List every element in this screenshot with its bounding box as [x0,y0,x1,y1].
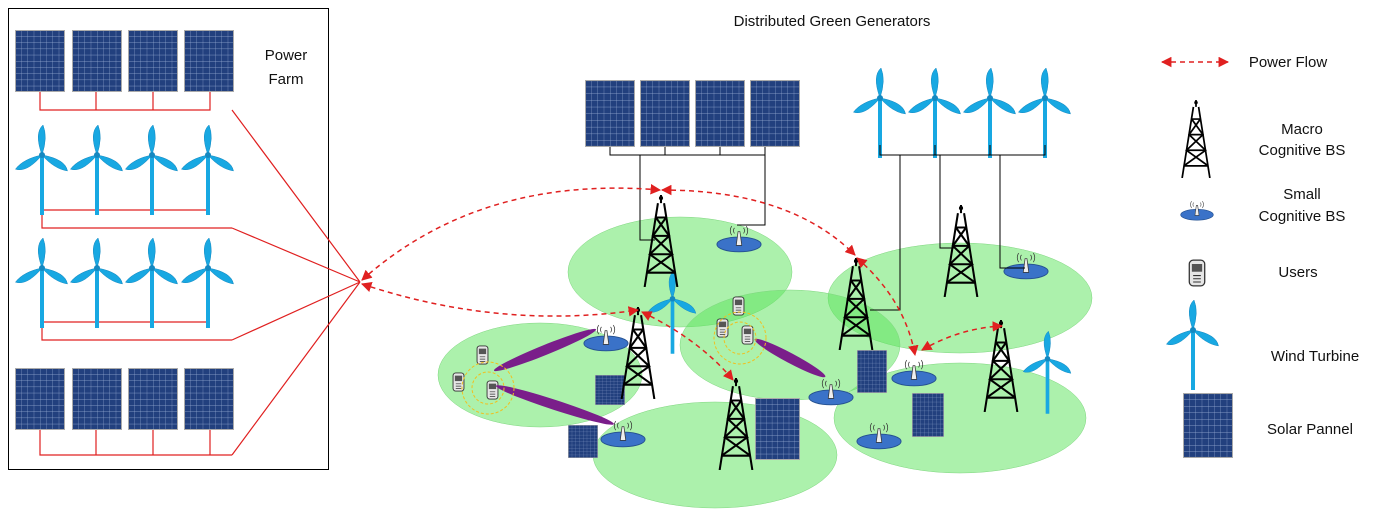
solar-panel [857,350,886,392]
wind-turbine [1017,68,1072,158]
legend-label: Users [1278,264,1317,281]
legend-panel [1184,394,1233,458]
legend-user [1189,260,1204,286]
solar-panel [129,369,178,430]
wind-turbine [180,238,235,328]
solar-panel [73,31,122,92]
solar-panel [641,81,690,147]
legend-label: Power Flow [1249,54,1328,71]
wind-turbine [180,125,235,215]
solar-panel [185,31,234,92]
legend-label: Wind Turbine [1271,348,1359,365]
diagram-title: Distributed Green Generators [734,13,931,30]
wind-turbine [907,68,962,158]
solar-panel [568,425,597,457]
user [487,381,498,399]
wind-turbine [962,68,1017,158]
solar-panel [129,31,178,92]
user [477,346,488,364]
wind-turbine [69,125,124,215]
solar-panel [586,81,635,147]
wind-turbine [124,125,179,215]
user [717,319,728,337]
solar-panel [912,393,943,436]
solar-panel [16,369,65,430]
solar-panel [755,399,799,460]
small-bs [584,325,628,351]
diagram: PowerFarm Distributed Green Generators [0,0,1379,510]
wind-turbine [14,238,69,328]
page: PowerFarm Distributed Green Generators [0,0,1379,510]
solar-panel [696,81,745,147]
wind-turbine [14,125,69,215]
solar-panel [73,369,122,430]
solar-panel [751,81,800,147]
user [742,326,753,344]
solar-panel [185,369,234,430]
legend-label: Solar Pannel [1267,421,1353,438]
wind-turbine [124,238,179,328]
wind-turbine [852,68,907,158]
wind-turbine [69,238,124,328]
solar-panel [595,375,624,405]
legend-turbine [1165,300,1220,390]
legend-small-bs [1181,201,1214,220]
small-bs [892,360,936,386]
solar-panel [16,31,65,92]
legend-macro-bs [1182,100,1210,178]
